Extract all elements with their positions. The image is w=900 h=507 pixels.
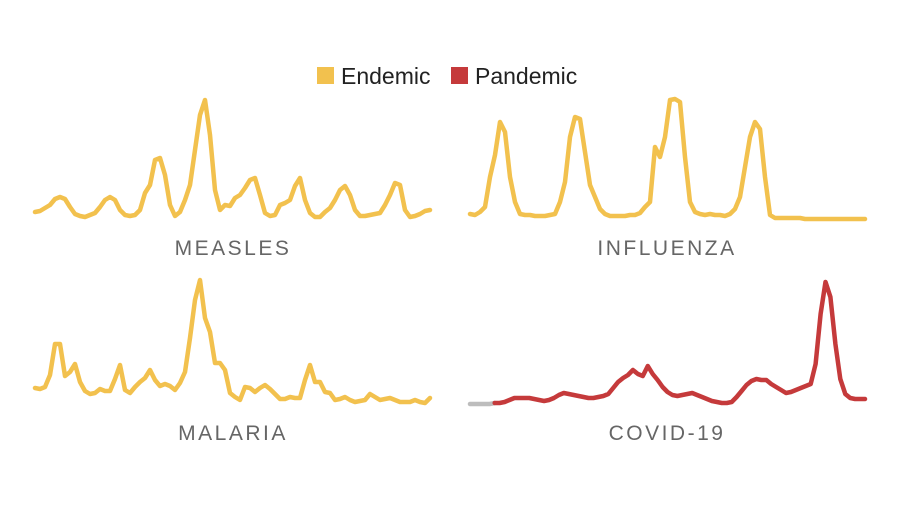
series-line-influenza-0 [467,96,868,222]
series-line-measles-0 [32,97,433,220]
panel-title-covid-19: COVID-19 [609,422,726,445]
legend-label-pandemic: Pandemic [475,63,577,89]
panel-malaria [32,277,433,406]
panel-measles [32,97,433,220]
panel-covid-19 [467,279,868,407]
legend-swatch-pandemic [451,67,468,84]
legend: Endemic Pandemic [317,63,577,89]
series-line-covid-19-1 [492,279,868,406]
series-line-covid-19-0 [467,400,497,407]
series-line-malaria-0 [32,277,433,406]
legend-swatch-endemic [317,67,334,84]
panel-title-malaria: MALARIA [178,422,288,445]
panel-influenza [467,96,868,222]
panel-title-measles: MEASLES [175,237,292,260]
panel-title-influenza: INFLUENZA [597,237,736,260]
legend-label-endemic: Endemic [341,63,430,89]
